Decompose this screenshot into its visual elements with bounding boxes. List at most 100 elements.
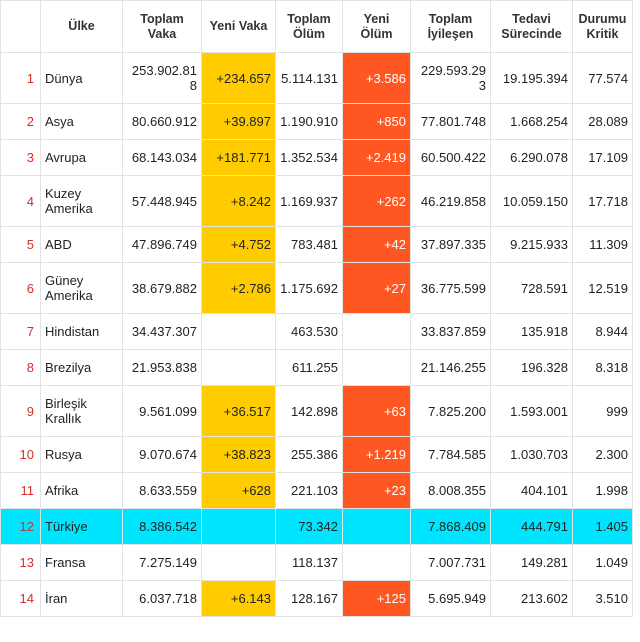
new-deaths-cell: +42 — [342, 226, 411, 263]
critical-cell: 77.574 — [572, 52, 633, 104]
new-cases-cell: +36.517 — [201, 385, 276, 437]
empty-cell — [342, 349, 411, 386]
total-deaths-cell: 142.898 — [275, 385, 343, 437]
total-cases-cell: 8.386.542 — [122, 508, 202, 545]
column-header: Toplam Ölüm — [275, 0, 343, 53]
new-cases-cell: +2.786 — [201, 262, 276, 314]
table-row: 7 Hindistan 34.437.307 463.530 33.837.859 135… — [0, 313, 633, 350]
rank-cell: 11 — [0, 472, 41, 509]
critical-cell: 1.049 — [572, 544, 633, 581]
column-header: Yeni Vaka — [201, 0, 276, 53]
region-cell: Kuzey Amerika — [40, 175, 123, 227]
region-cell: ABD — [40, 226, 123, 263]
total-deaths-cell: 1.352.534 — [275, 139, 343, 176]
recovered-cell: 7.825.200 — [410, 385, 491, 437]
new-cases-cell: +4.752 — [201, 226, 276, 263]
total-cases-cell: 7.275.149 — [122, 544, 202, 581]
table-row: 14 İran 6.037.718 +6.143 128.167 +125 5.695.94… — [0, 580, 633, 617]
recovered-cell: 7.784.585 — [410, 436, 491, 473]
total-cases-cell: 80.660.912 — [122, 103, 202, 140]
table-row: 5 ABD 47.896.749 +4.752 783.481 +42 37.897.335… — [0, 226, 633, 263]
new-cases-cell: +8.242 — [201, 175, 276, 227]
empty-cell — [201, 313, 276, 350]
recovered-cell: 229.593.293 — [410, 52, 491, 104]
active-cell: 19.195.394 — [490, 52, 573, 104]
total-cases-cell: 253.902.818 — [122, 52, 202, 104]
empty-cell — [342, 544, 411, 581]
critical-cell: 17.109 — [572, 139, 633, 176]
rank-cell: 6 — [0, 262, 41, 314]
active-cell: 213.602 — [490, 580, 573, 617]
table-row: 8 Brezilya 21.953.838 611.255 21.146.255 196.… — [0, 349, 633, 386]
active-cell: 1.593.001 — [490, 385, 573, 437]
table-body: 1 Dünya 253.902.818 +234.657 5.114.131 +3.586… — [0, 52, 633, 617]
table-row: 10 Rusya 9.070.674 +38.823 255.386 +1.219 7.78… — [0, 436, 633, 473]
active-cell: 728.591 — [490, 262, 573, 314]
new-deaths-cell: +23 — [342, 472, 411, 509]
recovered-cell: 8.008.355 — [410, 472, 491, 509]
covid-table: Ülke Toplam Vaka Yeni Vaka Toplam Ölüm Yeni … — [0, 0, 633, 617]
table-row: 4 Kuzey Amerika 57.448.945 +8.242 1.169.937 +… — [0, 175, 633, 227]
recovered-cell: 33.837.859 — [410, 313, 491, 350]
total-deaths-cell: 611.255 — [275, 349, 343, 386]
rank-cell: 2 — [0, 103, 41, 140]
total-cases-cell: 47.896.749 — [122, 226, 202, 263]
new-deaths-cell: +850 — [342, 103, 411, 140]
total-deaths-cell: 221.103 — [275, 472, 343, 509]
active-cell: 6.290.078 — [490, 139, 573, 176]
active-cell: 1.668.254 — [490, 103, 573, 140]
critical-cell: 11.309 — [572, 226, 633, 263]
column-header: Tedavi Sürecinde — [490, 0, 573, 53]
total-deaths-cell: 128.167 — [275, 580, 343, 617]
rank-cell: 3 — [0, 139, 41, 176]
active-cell: 444.791 — [490, 508, 573, 545]
rank-cell: 1 — [0, 52, 41, 104]
region-cell: Dünya — [40, 52, 123, 104]
empty-cell — [201, 508, 276, 545]
total-cases-cell: 68.143.034 — [122, 139, 202, 176]
column-header: Durumu Kritik — [572, 0, 633, 53]
region-cell: Türkiye — [40, 508, 123, 545]
total-cases-cell: 34.437.307 — [122, 313, 202, 350]
new-deaths-cell: +3.586 — [342, 52, 411, 104]
new-cases-cell: +181.771 — [201, 139, 276, 176]
total-deaths-cell: 463.530 — [275, 313, 343, 350]
recovered-cell: 60.500.422 — [410, 139, 491, 176]
total-cases-cell: 9.561.099 — [122, 385, 202, 437]
recovered-cell: 7.007.731 — [410, 544, 491, 581]
critical-cell: 1.998 — [572, 472, 633, 509]
table-row: 11 Afrika 8.633.559 +628 221.103 +23 8.008.355… — [0, 472, 633, 509]
critical-cell: 8.944 — [572, 313, 633, 350]
table-header: Ülke Toplam Vaka Yeni Vaka Toplam Ölüm Yeni … — [0, 0, 633, 53]
recovered-cell: 77.801.748 — [410, 103, 491, 140]
region-cell: Avrupa — [40, 139, 123, 176]
region-cell: Asya — [40, 103, 123, 140]
column-header: Yeni Ölüm — [342, 0, 411, 53]
table-row: 2 Asya 80.660.912 +39.897 1.190.910 +850 77.80… — [0, 103, 633, 140]
total-cases-cell: 6.037.718 — [122, 580, 202, 617]
empty-cell — [201, 349, 276, 386]
total-deaths-cell: 1.169.937 — [275, 175, 343, 227]
critical-cell: 12.519 — [572, 262, 633, 314]
new-deaths-cell: +2.419 — [342, 139, 411, 176]
critical-cell: 28.089 — [572, 103, 633, 140]
new-deaths-cell: +262 — [342, 175, 411, 227]
recovered-cell: 21.146.255 — [410, 349, 491, 386]
recovered-cell: 36.775.599 — [410, 262, 491, 314]
critical-cell: 1.405 — [572, 508, 633, 545]
rank-cell: 7 — [0, 313, 41, 350]
critical-cell: 2.300 — [572, 436, 633, 473]
new-deaths-cell: +125 — [342, 580, 411, 617]
region-cell: Güney Amerika — [40, 262, 123, 314]
region-cell: Afrika — [40, 472, 123, 509]
empty-cell — [342, 313, 411, 350]
active-cell: 196.328 — [490, 349, 573, 386]
total-cases-cell: 9.070.674 — [122, 436, 202, 473]
total-deaths-cell: 5.114.131 — [275, 52, 343, 104]
rank-cell: 12 — [0, 508, 41, 545]
recovered-cell: 37.897.335 — [410, 226, 491, 263]
new-cases-cell: +38.823 — [201, 436, 276, 473]
total-deaths-cell: 73.342 — [275, 508, 343, 545]
recovered-cell: 7.868.409 — [410, 508, 491, 545]
